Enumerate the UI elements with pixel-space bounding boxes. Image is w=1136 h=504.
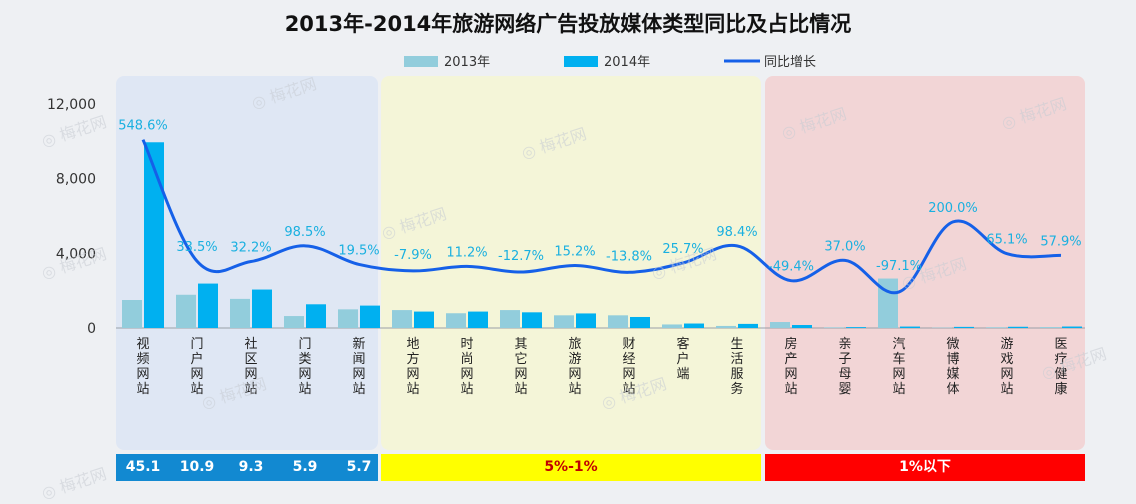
bar-2013	[230, 299, 250, 328]
bar-2014	[1008, 327, 1028, 328]
y-tick-label: 0	[87, 321, 96, 337]
legend-label: 2013年	[444, 55, 490, 70]
x-tick-label: 视频网站	[136, 337, 149, 397]
bar-2014	[684, 324, 704, 328]
bar-2013	[716, 326, 736, 328]
share-value: 9.3	[224, 454, 278, 481]
growth-data-label: 37.0%	[824, 239, 865, 254]
growth-data-label: 98.4%	[716, 225, 757, 240]
bar-2014	[576, 313, 596, 328]
growth-data-label: -49.4%	[768, 260, 814, 275]
growth-data-label: 15.2%	[554, 244, 595, 259]
bar-2014	[414, 312, 434, 328]
legend-swatch	[564, 56, 598, 67]
x-tick-label: 生活服务	[730, 337, 743, 397]
x-tick-label: 游戏网站	[1000, 337, 1013, 397]
legend-label: 同比增长	[764, 55, 816, 70]
x-tick-label: 新闻网站	[352, 336, 365, 397]
growth-data-label: 32.2%	[230, 240, 271, 255]
x-tick-label: 其它网站	[514, 337, 527, 397]
growth-data-label: 11.2%	[446, 245, 487, 260]
bar-2013	[1040, 327, 1060, 328]
bar-2013	[608, 315, 628, 328]
y-tick-label: 8,000	[56, 172, 96, 188]
growth-data-label: 548.6%	[118, 119, 168, 134]
bar-2013	[446, 313, 466, 328]
bar-2014	[522, 312, 542, 328]
x-tick-label: 门类网站	[298, 337, 311, 397]
bar-2013	[392, 310, 412, 328]
bar-2014	[738, 324, 758, 328]
growth-data-label: 200.0%	[928, 201, 978, 216]
x-tick-label: 门户网站	[190, 337, 203, 397]
bar-2013	[122, 300, 142, 328]
y-tick-label: 12,000	[47, 97, 96, 113]
bar-2014	[1062, 327, 1082, 328]
x-tick-label: 微博媒体	[946, 337, 959, 397]
growth-data-label: -13.8%	[606, 249, 652, 264]
growth-data-label: 98.5%	[284, 225, 325, 240]
growth-data-label: 65.1%	[986, 233, 1027, 248]
share-band-mid: 5%-1%	[381, 454, 761, 481]
bar-2013	[176, 295, 196, 328]
bar-2014	[954, 327, 974, 328]
bar-2013	[662, 324, 682, 328]
bar-2014	[900, 327, 920, 328]
bar-2013	[338, 309, 358, 328]
bar-2014	[198, 284, 218, 328]
growth-data-label: 33.5%	[176, 240, 217, 255]
growth-data-label: 19.5%	[338, 243, 379, 258]
bar-2014	[792, 325, 812, 328]
share-value: 5.7	[332, 454, 386, 481]
bar-2013	[986, 327, 1006, 328]
bar-2014	[252, 290, 272, 328]
growth-data-label: -12.7%	[498, 249, 544, 264]
legend-label: 2014年	[604, 55, 650, 70]
bar-2013	[770, 322, 790, 328]
growth-data-label: 57.9%	[1040, 234, 1081, 249]
bar-2014	[846, 327, 866, 328]
x-tick-label: 旅游网站	[568, 337, 581, 397]
share-value: 45.1	[116, 454, 170, 481]
bar-2014	[630, 317, 650, 328]
x-tick-label: 房产网站	[784, 336, 797, 397]
bar-2013	[554, 315, 574, 328]
bar-2014	[360, 306, 380, 328]
x-tick-label: 地方网站	[406, 337, 419, 397]
bar-2013	[824, 327, 844, 328]
share-band-low: 1%以下	[765, 454, 1085, 481]
legend-swatch	[404, 56, 438, 67]
bar-2014	[468, 312, 488, 328]
x-tick-label: 时尚网站	[460, 337, 473, 397]
x-tick-label: 汽车网站	[892, 337, 905, 397]
x-tick-label: 客户端	[676, 336, 689, 382]
x-tick-label: 亲子母婴	[838, 337, 851, 397]
growth-data-label: -7.9%	[394, 248, 432, 263]
bar-2014	[306, 304, 326, 328]
bar-2013	[284, 316, 304, 328]
bar-2013	[500, 310, 520, 328]
share-value: 5.9	[278, 454, 332, 481]
share-value: 10.9	[170, 454, 224, 481]
